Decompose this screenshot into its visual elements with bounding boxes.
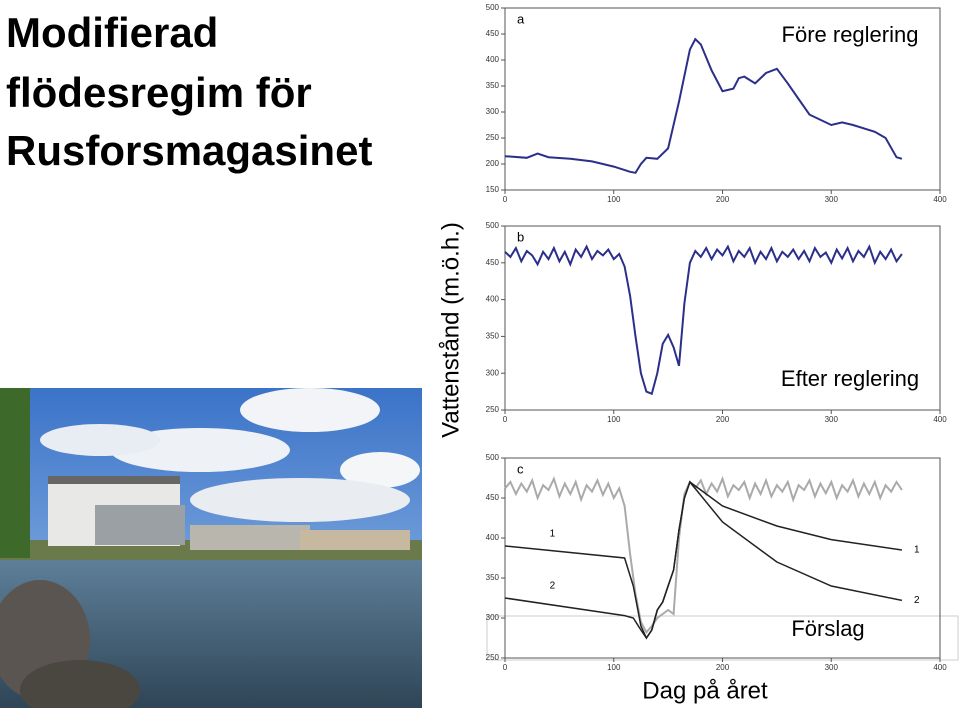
series-label: 2 <box>550 581 556 592</box>
x-tick-label: 400 <box>933 663 947 672</box>
panel-label: b <box>517 229 524 244</box>
x-tick-label: 300 <box>825 663 839 672</box>
y-tick-label: 150 <box>486 185 500 194</box>
y-tick-label: 350 <box>486 81 500 90</box>
x-tick-label: 200 <box>716 415 730 424</box>
x-tick-label: 0 <box>503 663 508 672</box>
series-line <box>504 480 903 640</box>
y-tick-label: 500 <box>486 3 500 12</box>
series-label: 2 <box>914 595 920 606</box>
x-tick-label: 100 <box>607 663 621 672</box>
y-tick-label: 450 <box>486 258 500 267</box>
annotation: Före reglering <box>782 22 919 47</box>
y-tick-label: 400 <box>486 533 500 542</box>
proposal-box <box>486 615 959 661</box>
y-tick-label: 400 <box>486 295 500 304</box>
x-tick-label: 200 <box>716 663 730 672</box>
x-tick-label: 400 <box>933 415 947 424</box>
y-axis-label: Vattenstånd (m.ö.h.) <box>437 222 464 438</box>
x-tick-label: 100 <box>607 415 621 424</box>
title-line: Rusforsmagasinet <box>6 127 372 174</box>
x-axis-label: Dag på året <box>642 677 768 704</box>
photo <box>0 388 422 713</box>
x-tick-label: 300 <box>825 415 839 424</box>
y-tick-label: 450 <box>486 493 500 502</box>
series-line <box>504 475 903 635</box>
x-tick-label: 300 <box>825 195 839 204</box>
panel-label: c <box>517 461 524 476</box>
y-tick-label: 250 <box>486 133 500 142</box>
plot-frame <box>504 457 941 659</box>
x-tick-label: 400 <box>933 195 947 204</box>
y-tick-label: 500 <box>486 453 500 462</box>
x-tick-label: 0 <box>503 415 508 424</box>
series-line <box>504 37 903 174</box>
annotation: Förslag <box>791 616 864 641</box>
y-tick-label: 200 <box>486 159 500 168</box>
series-line <box>504 480 903 640</box>
y-tick-label: 250 <box>486 653 500 662</box>
series-label: 1 <box>914 545 920 556</box>
title-line: flödesregim för <box>6 69 312 116</box>
x-tick-label: 200 <box>716 195 730 204</box>
panel-label: a <box>517 11 525 26</box>
x-tick-label: 0 <box>503 195 508 204</box>
annotation: Efter reglering <box>781 366 919 391</box>
series-line <box>504 244 903 396</box>
y-tick-label: 250 <box>486 405 500 414</box>
y-tick-label: 450 <box>486 29 500 38</box>
title-line: Modifierad <box>6 9 218 56</box>
y-tick-label: 300 <box>486 613 500 622</box>
x-tick-label: 100 <box>607 195 621 204</box>
y-tick-label: 400 <box>486 55 500 64</box>
y-tick-label: 300 <box>486 107 500 116</box>
y-tick-label: 350 <box>486 332 500 341</box>
series-label: 1 <box>550 529 556 540</box>
y-tick-label: 300 <box>486 368 500 377</box>
y-tick-label: 500 <box>486 221 500 230</box>
y-tick-label: 350 <box>486 573 500 582</box>
